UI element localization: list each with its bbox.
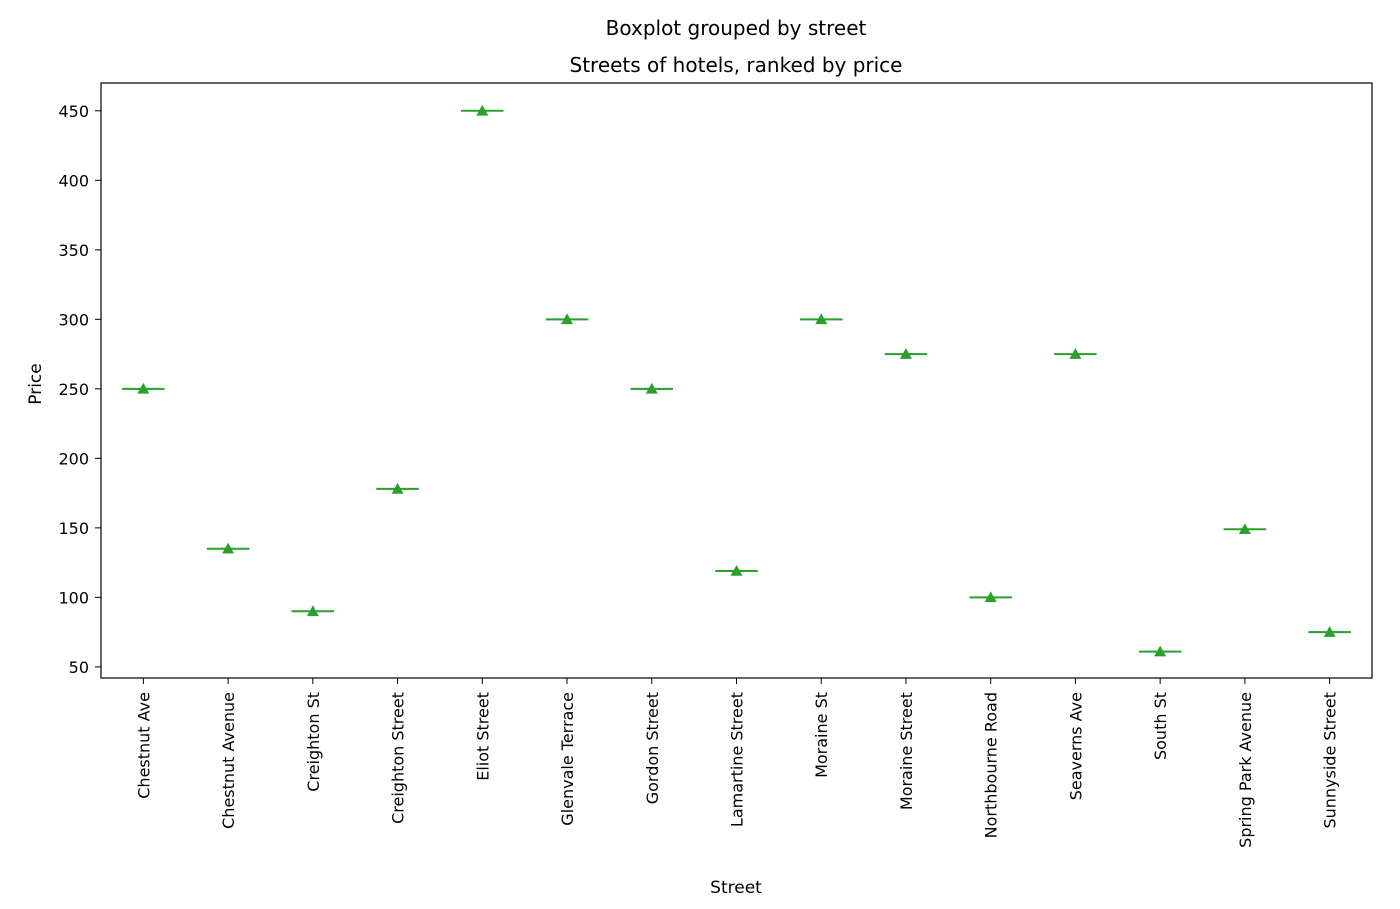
y-tick-label: 100 [58, 588, 89, 607]
mean-marker [1323, 626, 1336, 637]
x-tick-label: Creighton Street [389, 692, 408, 824]
x-axis-label: Street [710, 878, 762, 898]
y-tick-label: 300 [58, 310, 89, 329]
mean-marker [815, 313, 828, 325]
x-tick-label: Chestnut Avenue [219, 692, 238, 829]
mean-marker [1154, 645, 1167, 657]
mean-marker [1069, 348, 1082, 359]
mean-marker [645, 382, 658, 394]
y-tick-label: 450 [58, 102, 89, 121]
x-tick-label: Spring Park Avenue [1236, 692, 1255, 848]
x-tick-label: Gordon Street [643, 692, 662, 804]
x-tick-label: Glenvale Terrace [558, 692, 577, 826]
axes-frame [100, 82, 1373, 679]
x-tick-label: Northbourne Road [982, 692, 1001, 838]
mean-marker [222, 542, 235, 554]
y-tick-label: 250 [58, 380, 89, 399]
plot-area: 50 100 150 200 250 300 350 400 450 Chestnut Ave Ch… [58, 82, 1373, 848]
mean-marker [391, 482, 404, 494]
mean-marker [984, 591, 997, 603]
x-tick-label: Creighton St [304, 692, 323, 792]
y-tick-label: 150 [58, 519, 89, 538]
x-tick-label: Moraine Street [897, 692, 916, 810]
x-tick-label: South St [1151, 692, 1170, 760]
mean-marker [730, 564, 743, 576]
mean-marker [476, 104, 489, 116]
x-tick-label: Chestnut Ave [134, 692, 153, 799]
chart-title: Streets of hotels, ranked by price [570, 53, 903, 77]
mean-marker [899, 348, 912, 359]
x-tick-label: Eliot Street [473, 692, 492, 781]
mean-marker [137, 382, 150, 394]
y-tick-label: 350 [58, 241, 89, 260]
y-axis-label: Price [26, 363, 46, 404]
mean-marker [561, 313, 574, 325]
x-tick-label: Moraine St [812, 692, 831, 778]
mean-marker [1238, 523, 1251, 535]
y-tick-label: 400 [58, 171, 89, 190]
y-tick-label: 50 [69, 658, 89, 677]
chart-suptitle: Boxplot grouped by street [606, 16, 867, 40]
x-tick-label: Lamartine Street [728, 692, 747, 827]
mean-marker [306, 605, 319, 617]
x-tick-label: Seaverns Ave [1066, 692, 1085, 800]
y-tick-label: 200 [58, 449, 89, 468]
x-tick-label: Sunnyside Street [1321, 692, 1340, 829]
